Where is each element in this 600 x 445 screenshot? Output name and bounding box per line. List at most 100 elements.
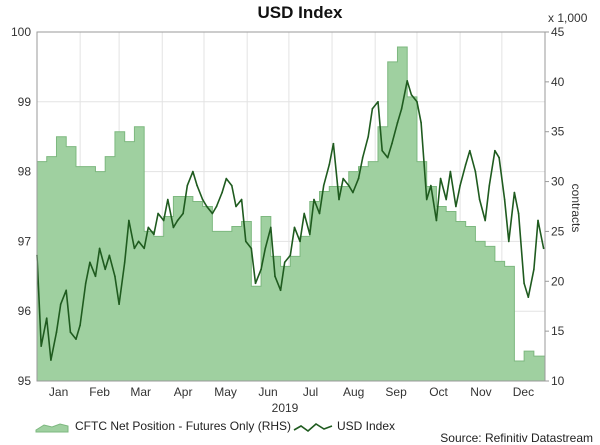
usd-index-point [244,240,247,243]
usd-index-point [371,107,374,110]
usd-index-point [386,156,389,159]
usd-index-point [40,345,42,347]
usd-index-point [221,191,223,194]
usd-index-point [289,254,292,257]
usd-index-point [114,275,116,278]
usd-index-point [123,261,126,264]
usd-index-point [537,219,539,222]
usd-index-point [75,338,77,340]
usd-index-point [508,240,510,243]
usd-index-point [89,261,91,264]
x-tick-label: Apr [174,385,193,399]
right-tick-label: 35 [551,125,565,139]
x-tick-label: Jul [303,385,318,399]
usd-index-point [377,101,379,103]
usd-index-point [128,219,130,222]
x-tick-label: Jan [49,385,68,399]
x-tick-label: Dec [513,385,534,399]
left-tick-label: 96 [18,304,32,318]
usd-index-point [186,184,189,187]
usd-index-point [104,268,106,271]
usd-index-point [293,226,296,229]
usd-index-point [361,156,364,159]
usd-index-point [260,268,262,271]
usd-index-point [235,205,237,208]
usd-index-point [240,198,243,201]
usd-index-point [478,198,481,201]
usd-index-point [430,184,432,187]
usd-index-point [445,198,447,201]
source-note: Source: Refinitiv Datastream [440,431,593,445]
usd-index-point [357,177,360,180]
usd-index-point [283,261,286,264]
usd-index-point [347,184,350,187]
usd-index-point [118,303,120,306]
usd-index-point [69,331,72,333]
usd-index-point [484,219,486,222]
usd-index-point [513,191,516,194]
usd-index-point [517,212,520,215]
right-tick-label: 20 [551,274,565,288]
usd-index-point [391,142,393,145]
usd-index-point [176,219,179,222]
usd-index-point [367,135,370,138]
usd-index-point [133,247,136,250]
right-tick-label: 45 [551,25,565,39]
usd-index-point [435,219,438,222]
usd-index-point [494,149,496,152]
plot-border [36,31,546,382]
usd-index-point [79,324,81,326]
usd-index-point [250,247,253,250]
usd-index-point [328,163,331,166]
x-tick-label: Feb [89,385,110,399]
usd-index-point [308,233,311,236]
right-tick-label: 30 [551,175,565,189]
usd-index-point [231,184,233,187]
usd-index-point [338,198,340,201]
usd-index-point [425,198,428,201]
x-tick-label: May [214,385,237,399]
usd-index-point [396,121,399,124]
right-axis-label: contracts [569,184,583,233]
usd-index-point [439,177,442,180]
usd-index-point [406,80,409,82]
usd-index-point [420,121,422,124]
usd-index-point [108,254,111,257]
usd-index-point [65,289,68,292]
usd-index-point [449,170,452,173]
x-tick-label: Sep [385,385,407,399]
plot-frame [36,31,546,382]
usd-index-point [225,177,228,180]
usd-index-point [342,177,344,180]
usd-index-point [313,198,315,201]
left-tick-label: 100 [11,25,31,39]
left-tick-label: 97 [18,234,32,248]
usd-index-point [459,184,461,187]
usd-index-point [299,240,301,243]
usd-index-point [523,282,525,285]
left-tick-label: 98 [18,165,32,179]
x-axis-ticks: Jan Feb Mar Apr May Jun Jul Aug Sep Oct Nov Dec [49,385,534,399]
chart-title: USD Index [257,3,343,22]
right-axis-ticks: 10 15 20 25 30 35 40 45 [545,25,565,388]
usd-index-point [274,275,276,278]
usd-index-point [498,156,500,159]
cftc-area-path [36,46,546,382]
usd-index-point [469,149,471,152]
legend-line-swatch [293,423,333,433]
legend-label-usd-index: USD Index [337,419,395,433]
usd-index-point [318,212,321,215]
x-tick-label: Mar [130,385,151,399]
usd-index-point [84,282,87,285]
usd-index-point [167,198,169,201]
usd-index-point [192,170,194,173]
usd-index-point [137,240,140,243]
right-tick-label: 25 [551,224,565,238]
usd-index-point [533,268,535,271]
usd-index-point [157,212,159,215]
usd-index-point [143,247,145,250]
usd-index-point [474,170,477,173]
cftc-net-position-area [36,46,546,382]
left-tick-label: 95 [18,374,32,388]
